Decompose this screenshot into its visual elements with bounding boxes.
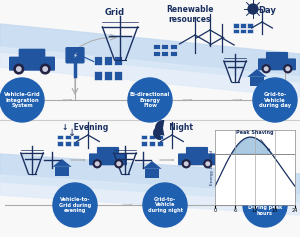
FancyBboxPatch shape: [170, 44, 177, 49]
Circle shape: [264, 67, 268, 71]
FancyBboxPatch shape: [186, 147, 208, 156]
Text: Vehicle-Grid
Integration
System: Vehicle-Grid Integration System: [4, 92, 40, 108]
FancyBboxPatch shape: [153, 44, 160, 49]
Wedge shape: [155, 120, 164, 136]
Polygon shape: [248, 69, 267, 77]
FancyBboxPatch shape: [258, 58, 296, 70]
FancyBboxPatch shape: [161, 44, 169, 49]
FancyBboxPatch shape: [170, 51, 177, 56]
FancyBboxPatch shape: [64, 135, 71, 139]
Text: Day: Day: [258, 6, 276, 15]
Circle shape: [253, 78, 297, 122]
Wedge shape: [153, 126, 161, 140]
FancyBboxPatch shape: [240, 29, 246, 33]
Circle shape: [93, 160, 101, 168]
FancyBboxPatch shape: [19, 49, 45, 59]
Text: ↓: ↓: [68, 128, 76, 138]
FancyBboxPatch shape: [148, 141, 155, 146]
FancyBboxPatch shape: [233, 29, 239, 33]
Circle shape: [284, 65, 292, 73]
FancyBboxPatch shape: [141, 141, 147, 146]
Text: Peak Shaving: Peak Shaving: [236, 130, 274, 151]
Text: Vehicle-to-
Grid during
evening: Vehicle-to- Grid during evening: [59, 197, 91, 213]
FancyBboxPatch shape: [145, 169, 159, 178]
Polygon shape: [52, 159, 72, 167]
FancyBboxPatch shape: [141, 135, 147, 139]
Circle shape: [204, 160, 212, 168]
FancyBboxPatch shape: [97, 147, 119, 156]
Circle shape: [206, 162, 210, 166]
Text: ↓  Evening: ↓ Evening: [62, 123, 108, 132]
FancyBboxPatch shape: [157, 135, 163, 139]
Text: Better Grid
Stability
During peak
hours: Better Grid Stability During peak hours: [248, 194, 282, 216]
FancyBboxPatch shape: [64, 141, 71, 146]
FancyBboxPatch shape: [104, 71, 112, 80]
Circle shape: [243, 183, 287, 227]
FancyBboxPatch shape: [148, 135, 155, 139]
FancyBboxPatch shape: [94, 71, 102, 80]
Circle shape: [262, 65, 270, 73]
Circle shape: [53, 183, 97, 227]
FancyBboxPatch shape: [65, 47, 85, 64]
Circle shape: [0, 78, 44, 122]
FancyBboxPatch shape: [250, 77, 264, 87]
FancyBboxPatch shape: [9, 57, 55, 71]
FancyBboxPatch shape: [55, 167, 69, 176]
FancyBboxPatch shape: [247, 23, 253, 27]
Text: Grid-to-
Vehicle
during night: Grid-to- Vehicle during night: [148, 197, 182, 213]
Circle shape: [115, 160, 123, 168]
Text: Grid-to-
Vehicle
during day: Grid-to- Vehicle during day: [259, 92, 291, 108]
FancyBboxPatch shape: [104, 56, 112, 65]
Circle shape: [286, 67, 290, 71]
Circle shape: [184, 162, 188, 166]
Text: Renewable
resources: Renewable resources: [166, 5, 214, 24]
Circle shape: [40, 64, 50, 74]
Text: Bi-directional
Energy
Flow: Bi-directional Energy Flow: [130, 92, 170, 108]
FancyBboxPatch shape: [266, 52, 288, 61]
Text: ⚡: ⚡: [73, 53, 77, 59]
Circle shape: [128, 78, 172, 122]
FancyBboxPatch shape: [57, 135, 63, 139]
Circle shape: [248, 4, 258, 14]
Text: Night: Night: [164, 123, 193, 132]
Text: Grid: Grid: [105, 8, 125, 17]
FancyBboxPatch shape: [153, 51, 160, 56]
Polygon shape: [142, 161, 162, 169]
FancyBboxPatch shape: [161, 51, 169, 56]
Y-axis label: Energy Demand: Energy Demand: [210, 150, 214, 185]
Circle shape: [43, 67, 47, 71]
FancyBboxPatch shape: [89, 153, 127, 165]
Circle shape: [182, 160, 190, 168]
Circle shape: [117, 162, 121, 166]
FancyBboxPatch shape: [57, 141, 63, 146]
FancyBboxPatch shape: [247, 29, 253, 33]
Circle shape: [95, 162, 99, 166]
Circle shape: [143, 183, 187, 227]
FancyBboxPatch shape: [94, 56, 102, 65]
FancyBboxPatch shape: [233, 23, 239, 27]
FancyBboxPatch shape: [73, 135, 79, 139]
Circle shape: [14, 64, 24, 74]
FancyBboxPatch shape: [157, 141, 163, 146]
FancyBboxPatch shape: [240, 23, 246, 27]
FancyBboxPatch shape: [114, 71, 122, 80]
FancyBboxPatch shape: [114, 56, 122, 65]
FancyBboxPatch shape: [178, 153, 216, 165]
Circle shape: [16, 67, 21, 71]
FancyBboxPatch shape: [73, 141, 79, 146]
